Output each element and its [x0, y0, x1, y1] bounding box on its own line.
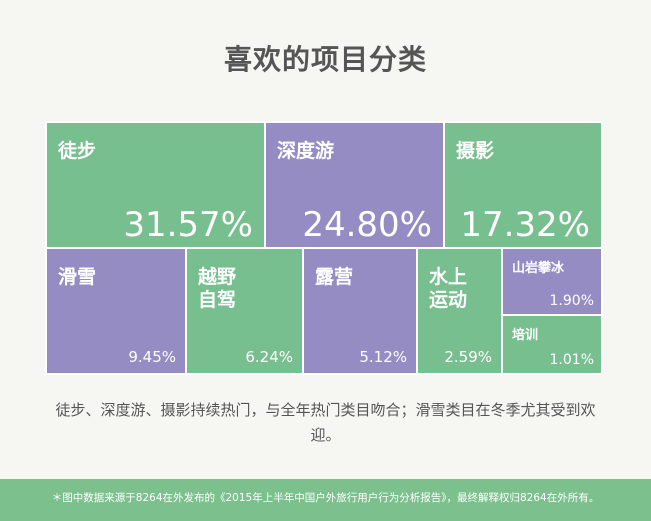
tile-2-label: 深度游: [277, 139, 334, 162]
tile-7-label: 运动: [429, 289, 467, 311]
tile-7-value: 2.59%: [444, 348, 492, 366]
tile-9-value: 1.01%: [550, 352, 594, 368]
tile-1-value: 31.57%: [123, 205, 253, 245]
tile-1: 徒步 31.57%: [45, 121, 266, 249]
tile-3-label: 摄影: [456, 139, 494, 162]
source-note: ＊图中数据来源于8264在外发布的《2015年上半年中国户外旅行用户行为分析报告…: [51, 492, 600, 504]
chart-caption: 徒步、深度游、摄影持续热门，与全年热门类目吻合；滑雪类目在冬季尤其受到欢迎。: [55, 401, 596, 444]
tile-7-label: 水上: [429, 266, 467, 288]
tile-9-label: 培训: [512, 327, 538, 343]
tile-3-rect: [443, 121, 603, 249]
tile-4: 滑雪 9.45%: [45, 247, 187, 375]
tile-3-value: 17.32%: [460, 205, 590, 245]
tile-9-rect: [501, 314, 603, 375]
tile-2-rect: [264, 121, 445, 249]
tile-1-label: 徒步: [57, 139, 96, 162]
tile-3: 摄影 17.32%: [443, 121, 603, 249]
tile-6-label: 露营: [315, 265, 353, 288]
tile-6-value: 5.12%: [359, 348, 407, 366]
tile-5-rect: [185, 247, 304, 375]
tile-5-value: 6.24%: [245, 348, 293, 366]
tile-2: 深度游 24.80%: [264, 121, 445, 249]
tile-9: 培训 1.01%: [501, 314, 603, 375]
chart-title: 喜欢的项目分类: [223, 43, 427, 76]
tile-1-rect: [45, 121, 266, 249]
tile-4-label: 滑雪: [58, 266, 96, 288]
footer-bar: ＊图中数据来源于8264在外发布的《2015年上半年中国户外旅行用户行为分析报告…: [0, 479, 651, 521]
tile-4-value: 9.45%: [128, 348, 176, 366]
tile-8-value: 1.90%: [550, 293, 594, 309]
tile-8-label: 山岩攀冰: [512, 260, 565, 276]
tile-6: 露营 5.12%: [302, 247, 418, 375]
tile-5-label: 越野: [197, 265, 236, 288]
tile-2-value: 24.80%: [302, 205, 432, 245]
tile-8: 山岩攀冰 1.90%: [501, 247, 603, 316]
tile-5-label: 自驾: [198, 288, 236, 311]
